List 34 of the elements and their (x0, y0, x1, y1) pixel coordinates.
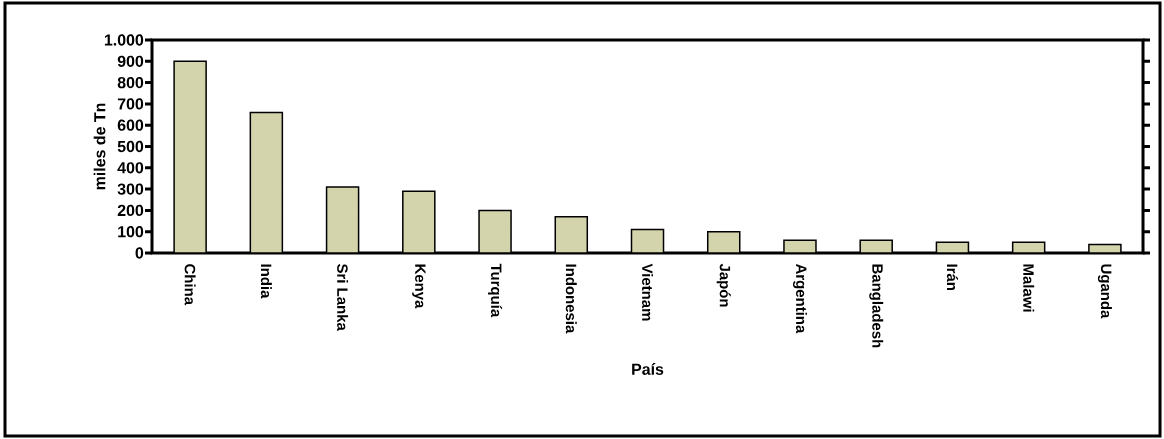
y-tick-label: 800 (117, 76, 144, 89)
y-tick-label: 900 (117, 55, 144, 67)
bar (325, 186, 360, 253)
bar (478, 209, 512, 253)
y-axis-title: miles de Tn (93, 103, 106, 190)
x-tick-label: Argentina (792, 263, 807, 334)
y-tick-label: 1.000 (104, 34, 144, 46)
bar (173, 60, 207, 253)
bar (402, 190, 436, 253)
bar (554, 216, 589, 253)
x-tick-label: Kenya (412, 264, 426, 309)
x-tick-label: Sri Lanka (337, 263, 349, 331)
x-tick-label: Bangladesh (869, 264, 884, 348)
y-tick-label: 300 (117, 183, 144, 195)
x-axis-title: País (632, 363, 664, 375)
bar (249, 111, 284, 253)
x-tick-label: Turquía (488, 263, 503, 318)
x-tick-label: Vietnam (642, 263, 653, 321)
x-tick-label: China (184, 264, 196, 306)
y-tick-label: 100 (118, 226, 144, 238)
x-tick-label: Irán (946, 264, 958, 290)
bar (706, 230, 741, 253)
x-tick-label: Uganda (1097, 264, 1112, 319)
y-tick-label: 700 (117, 98, 144, 110)
y-tick-label: 0 (135, 247, 144, 259)
x-tick-label: India (260, 264, 272, 299)
y-tick-label: 400 (117, 162, 144, 174)
y-tick-label: 200 (117, 204, 144, 217)
x-tick-label: Japón (716, 263, 731, 307)
bar (630, 228, 665, 253)
x-tick-label: Indonesia (565, 264, 577, 334)
y-tick-label: 600 (117, 119, 144, 131)
y-tick-label: 500 (117, 140, 144, 153)
x-tick-label: Malawi (1023, 264, 1035, 312)
